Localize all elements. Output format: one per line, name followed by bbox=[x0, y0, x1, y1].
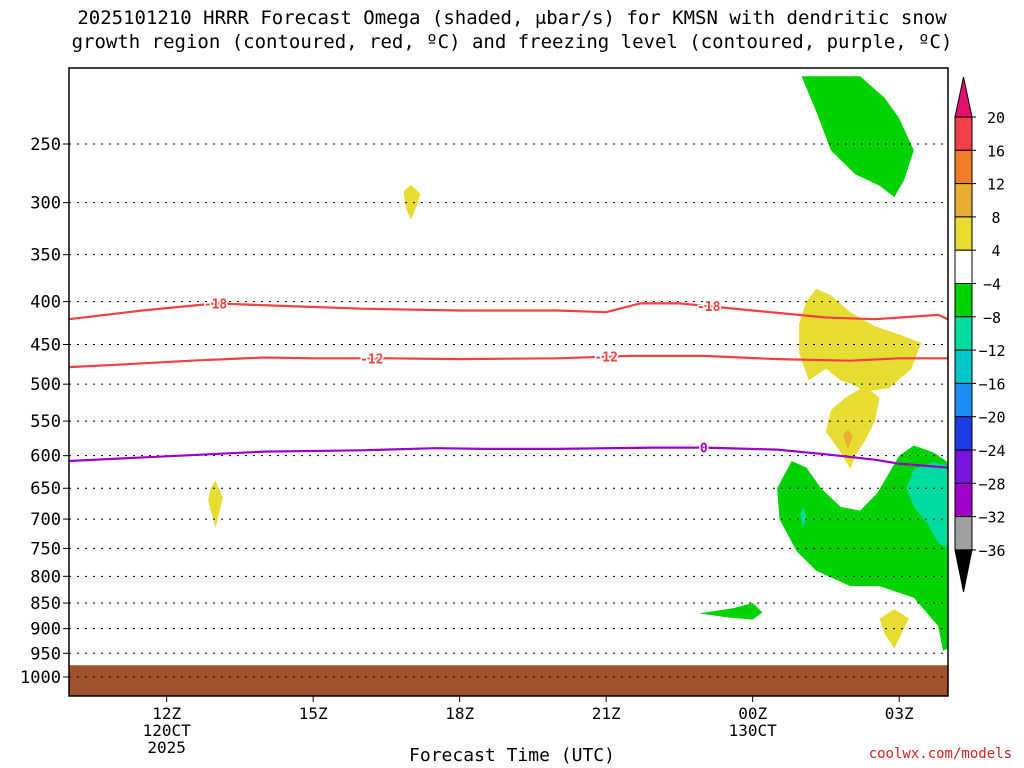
colorbar-label-10: −24 bbox=[978, 442, 1005, 460]
y-tick-label-600: 600 bbox=[30, 447, 61, 467]
x-tick-label-03Z: 03Z bbox=[885, 704, 914, 723]
y-tick-label-300: 300 bbox=[30, 194, 61, 214]
contour--12-group: -12 -12 bbox=[69, 349, 948, 369]
terrain-underground bbox=[69, 665, 948, 696]
y-tick-label-850: 850 bbox=[30, 594, 61, 614]
omega-region-1 bbox=[801, 76, 914, 198]
y-tick-label-450: 450 bbox=[30, 336, 61, 356]
y-tick-label-900: 900 bbox=[30, 620, 61, 640]
colorbar-bin-12 bbox=[954, 482, 973, 518]
y-tick-label-700: 700 bbox=[30, 510, 61, 530]
y-tick-label-350: 350 bbox=[30, 246, 61, 266]
colorbar-bottom-arrow bbox=[954, 549, 973, 592]
colorbar-bin-9 bbox=[954, 382, 973, 418]
colorbar-bin-13 bbox=[954, 516, 973, 551]
x-tick-label-18Z: 18Z bbox=[445, 704, 474, 723]
x-tick-label-15Z: 15Z bbox=[299, 704, 328, 723]
colorbar-bin-8 bbox=[954, 349, 973, 384]
y-tick-label-250: 250 bbox=[30, 135, 61, 155]
x-tick-date-12Z: 120CT bbox=[143, 721, 192, 740]
y-tick-label-650: 650 bbox=[30, 479, 61, 499]
colorbar-bin-2 bbox=[954, 149, 973, 185]
contour-0-group: 0 bbox=[69, 440, 948, 469]
colorbar-label-4: 4 bbox=[991, 242, 1000, 260]
contour-line--18 bbox=[69, 302, 948, 321]
colorbar-bin-5 bbox=[954, 249, 973, 284]
contour--18-group: -18 -18 bbox=[69, 296, 948, 321]
colorbar-label-2: 12 bbox=[987, 176, 1005, 194]
colorbar-bin-4 bbox=[954, 216, 973, 251]
contour-label--18-0: -18 bbox=[204, 297, 228, 312]
colorbar-bin-10 bbox=[954, 416, 973, 451]
omega-region-3 bbox=[799, 288, 922, 392]
omega-region-9 bbox=[906, 462, 948, 549]
colorbar-label-11: −28 bbox=[978, 475, 1005, 493]
y-tick-label-550: 550 bbox=[30, 412, 61, 432]
omega-shading-group bbox=[208, 76, 948, 651]
colorbar-bin-11 bbox=[954, 449, 973, 484]
colorbar-label-7: −12 bbox=[978, 342, 1005, 360]
colorbar-label-1: 16 bbox=[987, 142, 1005, 160]
x-tick-label-12Z: 12Z bbox=[152, 704, 181, 723]
y-tick-label-500: 500 bbox=[30, 375, 61, 395]
omega-region-10 bbox=[800, 506, 807, 528]
y-tick-label-750: 750 bbox=[30, 539, 61, 559]
colorbar-label-13: −36 bbox=[978, 542, 1005, 560]
contour-label--12-0: -12 bbox=[360, 352, 383, 367]
colorbar-label-5: −4 bbox=[983, 276, 1001, 294]
x-tick-label-00Z: 00Z bbox=[738, 704, 767, 723]
x-tick-year-12Z: 2025 bbox=[147, 738, 186, 757]
x-axis-label: Forecast Time (UTC) bbox=[409, 745, 615, 766]
chart-title-line-1: 2025101210 HRRR Forecast Omega (shaded, … bbox=[77, 7, 947, 29]
x-tick-label-21Z: 21Z bbox=[592, 704, 621, 723]
y-tick-label-1000: 1000 bbox=[20, 668, 61, 688]
contour-label-0-0: 0 bbox=[700, 442, 708, 457]
omega-region-11 bbox=[698, 603, 763, 620]
plot-frame bbox=[68, 67, 949, 697]
colorbar-bin-6 bbox=[954, 283, 973, 318]
chart-title-line-2: growth region (contoured, red, ºC) and f… bbox=[71, 31, 953, 53]
y-tick-label-400: 400 bbox=[30, 293, 61, 313]
contour-label--18-1: -18 bbox=[697, 300, 721, 315]
y-tick-label-950: 950 bbox=[30, 644, 61, 664]
omega-region-6 bbox=[208, 480, 223, 528]
omega-region-2 bbox=[403, 184, 421, 220]
contour-label--12-1: -12 bbox=[594, 351, 617, 366]
contour-line--12 bbox=[69, 354, 948, 369]
contour-line-0 bbox=[69, 446, 948, 469]
colorbar-top-arrow bbox=[954, 76, 973, 118]
colorbar-bin-7 bbox=[954, 316, 973, 351]
x-tick-date-00Z: 130CT bbox=[729, 721, 778, 740]
colorbar-label-9: −20 bbox=[978, 409, 1005, 427]
colorbar-bin-1 bbox=[954, 116, 973, 151]
omega-region-5 bbox=[843, 429, 853, 449]
colorbar-bin-3 bbox=[954, 183, 973, 218]
colorbar-label-8: −16 bbox=[978, 375, 1005, 393]
omega-region-4 bbox=[825, 386, 880, 469]
colorbar-label-0: 20 bbox=[987, 109, 1005, 127]
colorbar-label-6: −8 bbox=[983, 309, 1001, 327]
y-tick-label-800: 800 bbox=[30, 567, 61, 587]
watermark: coolwx.com/models bbox=[868, 746, 1012, 762]
colorbar-label-3: 8 bbox=[991, 209, 1000, 227]
colorbar-label-12: −32 bbox=[978, 509, 1005, 527]
